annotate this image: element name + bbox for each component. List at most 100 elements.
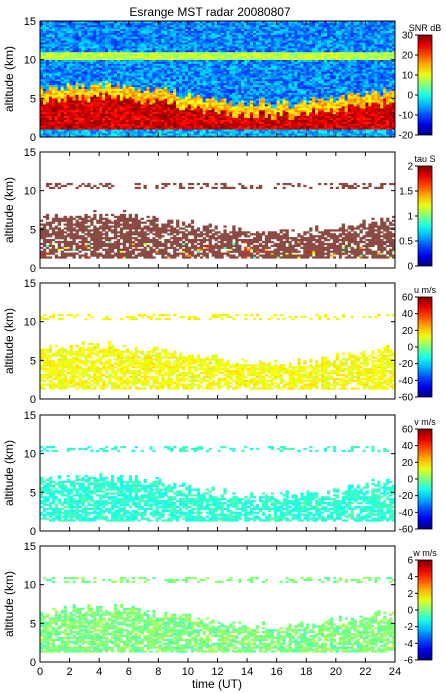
heatmap-cell [96, 40, 100, 43]
heatmap-cell [267, 55, 272, 59]
heatmap-cell [235, 67, 239, 70]
heatmap-cell [96, 34, 100, 37]
heatmap-cell [220, 77, 224, 80]
heatmap-cell [241, 96, 245, 99]
heatmap-cell [125, 46, 130, 49]
heatmap-cell [66, 129, 70, 132]
heatmap-cell [134, 55, 138, 59]
heatmap-cell [238, 86, 242, 89]
heatmap-cell [193, 44, 198, 47]
heatmap-cell [60, 51, 64, 55]
heatmap-cell [285, 117, 289, 120]
heatmap-cell [208, 21, 212, 24]
heatmap-cell [226, 100, 230, 103]
heatmap-cell [105, 65, 109, 68]
heatmap-cell [122, 61, 127, 64]
heatmap-cell [270, 42, 275, 45]
heatmap-cell [152, 53, 156, 57]
heatmap-cell [51, 135, 56, 138]
heatmap-cell [161, 94, 165, 97]
heatmap-cell [40, 98, 44, 101]
heatmap-cell [155, 104, 159, 107]
heatmap-cell [250, 84, 254, 88]
heatmap-cell [48, 22, 53, 26]
heatmap-cell [164, 127, 168, 130]
heatmap-cell [179, 108, 183, 111]
heatmap-cell [241, 67, 245, 70]
heatmap-cell [51, 133, 56, 136]
heatmap-cell [105, 50, 109, 53]
heatmap-cell [149, 40, 153, 43]
heatmap-cell [190, 67, 195, 70]
heatmap-cell [72, 59, 76, 62]
heatmap-cell [273, 32, 277, 35]
heatmap-cell [60, 133, 64, 136]
heatmap-cell [99, 22, 103, 26]
heatmap-cell [75, 98, 79, 101]
heatmap-cell [282, 131, 286, 134]
heatmap-cell [164, 77, 168, 80]
heatmap-cell [282, 79, 286, 82]
heatmap-cell [164, 40, 168, 43]
heatmap-cell [250, 133, 254, 136]
heatmap-cell [66, 24, 70, 28]
heatmap-cell [176, 30, 180, 33]
heatmap-cell [42, 98, 47, 101]
heatmap-cell [276, 108, 280, 111]
heatmap-cell [187, 34, 192, 37]
heatmap-cell [241, 131, 245, 134]
heatmap-cell [42, 108, 47, 111]
heatmap-cell [40, 24, 44, 28]
heatmap-cell [182, 106, 186, 109]
heatmap-cell [137, 125, 141, 128]
heatmap-cell [63, 34, 67, 37]
heatmap-cell [158, 121, 162, 124]
heatmap-cell [54, 88, 59, 91]
heatmap-cell [48, 42, 53, 45]
heatmap-cell [78, 71, 82, 74]
heatmap-cell [176, 50, 180, 53]
heatmap-cell [125, 51, 130, 55]
heatmap-cell [63, 94, 67, 97]
heatmap-cell [102, 30, 106, 33]
heatmap-cell [170, 21, 174, 24]
heatmap-cell [134, 127, 138, 130]
heatmap-cell [152, 73, 156, 76]
heatmap-cell [247, 100, 251, 103]
heatmap-cell [116, 26, 121, 30]
heatmap-cell [128, 104, 133, 107]
heatmap-cell [146, 109, 150, 113]
heatmap-cell [217, 123, 221, 126]
heatmap-cell [108, 100, 112, 103]
heatmap-cell [255, 24, 260, 28]
heatmap-cell [205, 48, 209, 51]
heatmap-cell [146, 98, 150, 101]
heatmap-cell [42, 36, 47, 39]
heatmap-cell [57, 131, 62, 134]
heatmap-cell [164, 117, 168, 120]
heatmap-cell [176, 100, 180, 103]
heatmap-cell [99, 77, 103, 80]
heatmap-cell [214, 94, 218, 97]
heatmap-cell [111, 63, 115, 66]
heatmap-cell [84, 30, 88, 33]
heatmap-cell [250, 65, 254, 68]
heatmap-cell [81, 55, 85, 59]
heatmap-cell [51, 131, 56, 134]
heatmap-cell [48, 36, 53, 39]
heatmap-cell [149, 30, 153, 33]
heatmap-cell [75, 109, 79, 113]
heatmap-cell [270, 86, 275, 89]
heatmap-cell [241, 65, 245, 68]
heatmap-cell [176, 108, 180, 111]
heatmap-cell [184, 82, 189, 86]
heatmap-cell [190, 53, 195, 57]
heatmap-cell [267, 73, 272, 76]
heatmap-cell [238, 63, 242, 66]
heatmap-cell [196, 125, 201, 128]
heatmap-cell [113, 38, 118, 41]
heatmap-cell [125, 42, 130, 45]
heatmap-cell [235, 106, 239, 109]
heatmap-cell [119, 113, 124, 117]
heatmap-cell [190, 30, 195, 33]
